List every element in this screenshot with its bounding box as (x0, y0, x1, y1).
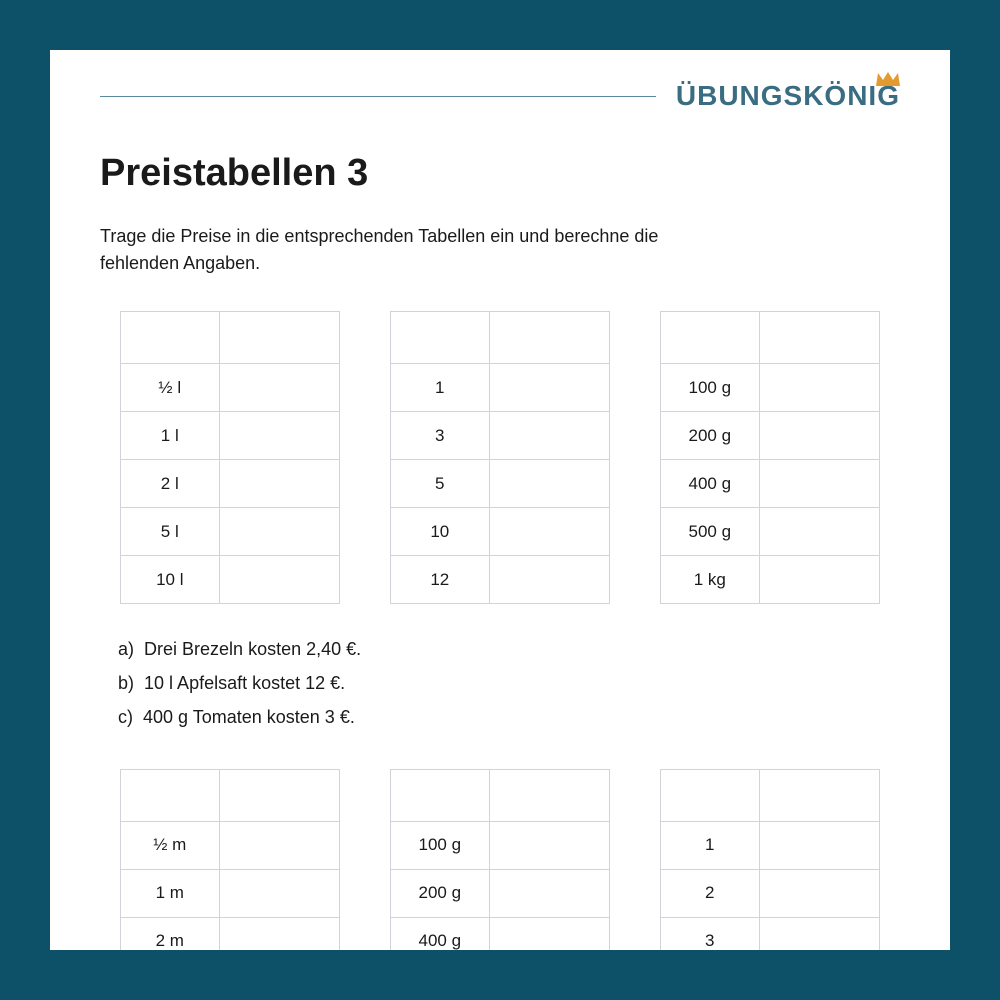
table-cell: 1 (391, 364, 490, 412)
problem-text: Drei Brezeln kosten 2,40 €. (144, 639, 361, 659)
table-cell: 200 g (661, 412, 760, 460)
price-table-1: ½ l 1 l 2 l 5 l 10 l (120, 311, 340, 604)
problem-list: a) Drei Brezeln kosten 2,40 €. b) 10 l A… (100, 632, 900, 735)
table-cell-empty (489, 412, 609, 460)
table-cell-empty (219, 869, 339, 917)
price-table-5: 100 g 200 g 400 g (390, 769, 610, 950)
problem-letter: c) (118, 707, 133, 727)
table-cell: 200 g (391, 869, 490, 917)
table-cell-empty (489, 917, 609, 950)
tables-row-bottom: ½ m 1 m 2 m 100 g 200 g 400 g 1 2 3 (100, 769, 900, 950)
table-cell-empty (219, 460, 339, 508)
table-cell-empty (759, 508, 879, 556)
table-cell: 400 g (391, 917, 490, 950)
problem-text: 400 g Tomaten kosten 3 €. (143, 707, 355, 727)
page-title: Preistabellen 3 (100, 152, 900, 195)
table-cell: 10 l (121, 556, 220, 604)
table-cell-empty (219, 917, 339, 950)
table-cell: 2 m (121, 917, 220, 950)
table-cell-empty (219, 821, 339, 869)
price-table-4: ½ m 1 m 2 m (120, 769, 340, 950)
logo-text: ÜBUNGSKÖNIG (676, 80, 900, 112)
table-cell-empty (759, 917, 879, 950)
table-cell-empty (759, 412, 879, 460)
table-cell-empty (219, 508, 339, 556)
table-cell: 500 g (661, 508, 760, 556)
table-cell: 1 kg (661, 556, 760, 604)
table-cell-empty (759, 556, 879, 604)
table-cell-empty (489, 821, 609, 869)
table-cell-empty (219, 412, 339, 460)
header-divider (100, 96, 656, 97)
table-cell-empty (489, 869, 609, 917)
table-cell: 10 (391, 508, 490, 556)
table-cell: 12 (391, 556, 490, 604)
table-cell: 1 l (121, 412, 220, 460)
table-cell: 3 (661, 917, 760, 950)
table-cell: 400 g (661, 460, 760, 508)
problem-letter: b) (118, 673, 134, 693)
table-cell: ½ m (121, 821, 220, 869)
table-cell-empty (489, 508, 609, 556)
table-cell-empty (759, 821, 879, 869)
problem-text: 10 l Apfelsaft kostet 12 €. (144, 673, 345, 693)
problem-letter: a) (118, 639, 134, 659)
table-cell-empty (219, 364, 339, 412)
instructions-text: Trage die Preise in die entsprechenden T… (100, 223, 740, 277)
table-cell: 2 (661, 869, 760, 917)
table-cell: 1 (661, 821, 760, 869)
table-cell: 5 (391, 460, 490, 508)
header: ÜBUNGSKÖNIG (100, 80, 900, 112)
table-cell-empty (489, 556, 609, 604)
problem-item: a) Drei Brezeln kosten 2,40 €. (118, 632, 900, 666)
logo: ÜBUNGSKÖNIG (676, 80, 900, 112)
table-cell: 3 (391, 412, 490, 460)
table-cell-empty (219, 556, 339, 604)
table-cell-empty (489, 460, 609, 508)
table-cell-empty (489, 364, 609, 412)
problem-item: c) 400 g Tomaten kosten 3 €. (118, 700, 900, 734)
price-table-3: 100 g 200 g 400 g 500 g 1 kg (660, 311, 880, 604)
price-table-2: 1 3 5 10 12 (390, 311, 610, 604)
price-table-6: 1 2 3 (660, 769, 880, 950)
table-cell: 5 l (121, 508, 220, 556)
table-cell: ½ l (121, 364, 220, 412)
problem-item: b) 10 l Apfelsaft kostet 12 €. (118, 666, 900, 700)
table-cell-empty (759, 364, 879, 412)
table-cell: 100 g (391, 821, 490, 869)
table-cell: 100 g (661, 364, 760, 412)
table-cell-empty (759, 869, 879, 917)
tables-row-top: ½ l 1 l 2 l 5 l 10 l 1 3 5 10 12 100 g 2… (100, 311, 900, 604)
table-cell: 1 m (121, 869, 220, 917)
crown-icon (874, 70, 902, 88)
table-cell: 2 l (121, 460, 220, 508)
worksheet-page: ÜBUNGSKÖNIG Preistabellen 3 Trage die Pr… (50, 50, 950, 950)
table-cell-empty (759, 460, 879, 508)
